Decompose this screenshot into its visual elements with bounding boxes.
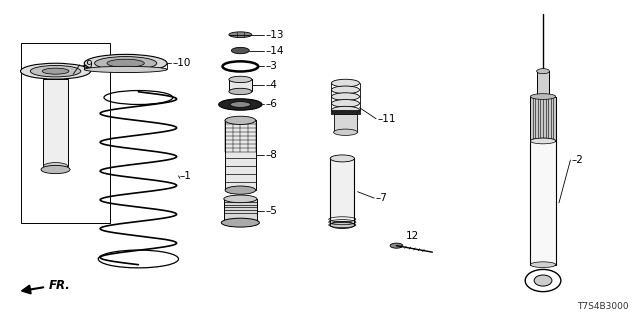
Text: –2: –2 <box>572 155 584 165</box>
Text: –9: –9 <box>81 60 93 70</box>
Ellipse shape <box>232 47 249 54</box>
Bar <box>333 114 357 132</box>
Text: –14: –14 <box>266 45 284 56</box>
Ellipse shape <box>84 66 167 73</box>
Text: –11: –11 <box>378 114 396 124</box>
Text: –8: –8 <box>266 150 278 160</box>
Bar <box>224 199 257 223</box>
Ellipse shape <box>332 106 360 114</box>
Bar <box>44 79 68 166</box>
Bar <box>332 110 360 114</box>
Ellipse shape <box>330 155 355 162</box>
Ellipse shape <box>332 100 360 107</box>
Ellipse shape <box>41 165 70 174</box>
Ellipse shape <box>531 138 556 144</box>
Ellipse shape <box>230 102 250 107</box>
Text: –3: –3 <box>266 61 278 71</box>
Ellipse shape <box>229 32 252 37</box>
Ellipse shape <box>531 262 556 268</box>
Ellipse shape <box>30 66 81 77</box>
Text: T7S4B3000: T7S4B3000 <box>577 302 629 311</box>
Ellipse shape <box>332 79 360 87</box>
Ellipse shape <box>332 93 360 100</box>
Ellipse shape <box>225 186 255 194</box>
Text: –6: –6 <box>266 100 278 109</box>
Ellipse shape <box>224 195 257 203</box>
Ellipse shape <box>42 68 69 74</box>
Ellipse shape <box>84 54 167 72</box>
Ellipse shape <box>332 86 360 94</box>
Ellipse shape <box>219 99 262 110</box>
Ellipse shape <box>333 129 357 135</box>
Ellipse shape <box>531 138 556 144</box>
Text: –7: –7 <box>376 193 387 203</box>
Bar <box>531 97 556 141</box>
Ellipse shape <box>95 57 157 70</box>
Text: –13: –13 <box>266 30 284 40</box>
Text: 12: 12 <box>406 231 419 241</box>
Bar <box>20 43 109 223</box>
Ellipse shape <box>44 163 68 170</box>
Text: –4: –4 <box>266 80 278 91</box>
Ellipse shape <box>229 76 252 83</box>
Text: –1: –1 <box>180 171 192 181</box>
Text: –5: –5 <box>266 206 278 216</box>
Ellipse shape <box>537 69 549 74</box>
Ellipse shape <box>225 116 255 124</box>
Ellipse shape <box>330 221 355 228</box>
Text: FR.: FR. <box>49 279 71 292</box>
Ellipse shape <box>231 64 250 69</box>
Ellipse shape <box>229 88 252 95</box>
Bar <box>229 79 252 92</box>
Bar <box>531 141 556 265</box>
Ellipse shape <box>534 275 552 286</box>
Bar <box>537 71 549 97</box>
Ellipse shape <box>20 63 91 79</box>
Ellipse shape <box>531 94 556 100</box>
Bar <box>225 120 255 190</box>
Ellipse shape <box>221 218 259 227</box>
Ellipse shape <box>390 243 403 248</box>
Text: –10: –10 <box>172 58 191 68</box>
Bar <box>330 158 355 225</box>
Ellipse shape <box>107 59 144 67</box>
